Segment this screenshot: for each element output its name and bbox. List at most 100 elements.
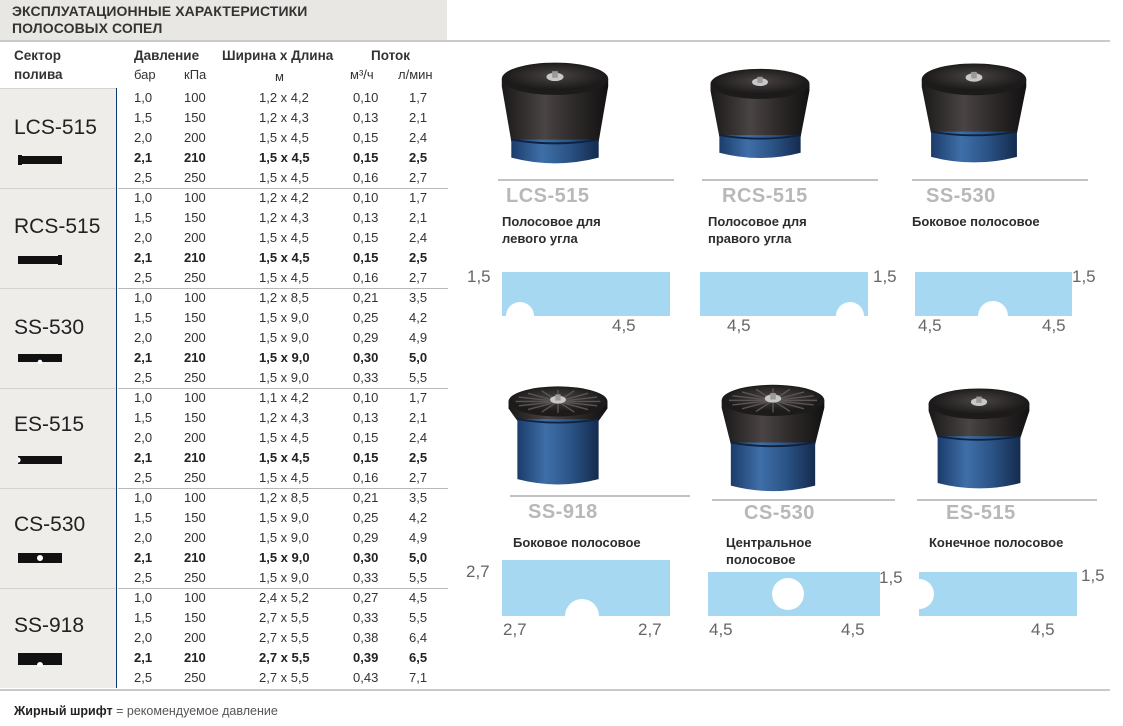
table-cell: 1,5 xyxy=(134,610,153,625)
footnote-text: = рекомендуемое давление xyxy=(112,704,278,718)
table-cell: 2,1 xyxy=(134,550,153,565)
product-rule xyxy=(712,499,895,501)
table-cell: 0,16 xyxy=(353,270,379,285)
product-name: LCS-515 xyxy=(506,185,590,207)
table-row: 1,5 150 1,2 x 4,3 0,13 2,1 xyxy=(118,108,448,128)
table-row: 1,5 150 1,5 x 9,0 0,25 4,2 xyxy=(118,308,448,328)
table-cell: 2,5 xyxy=(134,470,153,485)
table-row: 1,0 100 1,2 x 4,2 0,10 1,7 xyxy=(118,188,448,208)
header-sector: Сектор xyxy=(14,48,61,63)
table-cell: 0,10 xyxy=(353,390,379,405)
table-row: 2,0 200 1,5 x 4,5 0,15 2,4 xyxy=(118,428,448,448)
table-cell: 150 xyxy=(184,310,206,325)
table-cell: 1,7 xyxy=(409,190,428,205)
dimension-label: 1,5 xyxy=(879,568,903,587)
table-cell: 2,7 xyxy=(409,470,428,485)
table-cell: 1,5 x 4,5 xyxy=(259,150,310,165)
table-cell: 1,5 x 9,0 xyxy=(259,370,309,385)
table-row: 2,5 250 1,5 x 4,5 0,16 2,7 xyxy=(118,168,448,188)
table-cell: 1,0 xyxy=(134,590,153,605)
header-sector-2: полива xyxy=(14,67,63,82)
model-label: LCS-515 xyxy=(14,116,97,139)
table-cell: 250 xyxy=(184,570,206,585)
nozzle-image xyxy=(707,58,813,173)
table-cell: 5,5 xyxy=(409,570,428,585)
product-name: SS-918 xyxy=(528,501,598,523)
table-cell: 2,0 xyxy=(134,630,153,645)
table-row: 1,5 150 1,5 x 9,0 0,25 4,2 xyxy=(118,508,448,528)
header-lmin: л/мин xyxy=(398,67,433,82)
product-rule xyxy=(917,499,1097,501)
model-cell: ES-515 xyxy=(0,388,116,488)
model-cell: LCS-515 xyxy=(0,88,116,188)
table-cell: 1,2 x 4,3 xyxy=(259,210,309,225)
table-cell: 2,1 xyxy=(134,250,153,265)
table-row: 2,1 210 1,5 x 9,0 0,30 5,0 xyxy=(118,348,448,368)
spray-pattern-icon xyxy=(18,153,62,172)
table-cell: 1,1 x 4,2 xyxy=(259,390,309,405)
table-cell: 4,2 xyxy=(409,310,428,325)
table-cell: 1,7 xyxy=(409,390,428,405)
table-cell: 2,5 xyxy=(409,250,428,265)
spray-pattern-diagram xyxy=(708,572,880,621)
product-description: Полосовое для левого угла xyxy=(502,213,601,247)
table-cell: 0,25 xyxy=(353,310,379,325)
table-cell: 1,2 x 4,3 xyxy=(259,110,309,125)
table-row: 1,0 100 2,4 x 5,2 0,27 4,5 xyxy=(118,588,448,608)
table-cell: 1,5 xyxy=(134,510,153,525)
table-cell: 1,0 xyxy=(134,190,153,205)
header-pressure: Давление xyxy=(134,48,200,63)
table-cell: 100 xyxy=(184,590,206,605)
dimension-label: 4,5 xyxy=(1031,620,1055,639)
header-meters: м xyxy=(275,69,284,84)
table-cell: 2,1 xyxy=(409,210,428,225)
dimension-label: 4,5 xyxy=(1042,316,1066,335)
dimension-label: 4,5 xyxy=(727,316,751,335)
table-cell: 2,5 xyxy=(134,170,153,185)
table-cell: 2,1 xyxy=(134,150,153,165)
table-cell: 0,43 xyxy=(353,670,379,685)
table-cell: 5,0 xyxy=(409,550,428,565)
table-cell: 7,1 xyxy=(409,670,428,685)
table-cell: 0,15 xyxy=(353,430,379,445)
table-cell: 3,5 xyxy=(409,290,428,305)
table-row: 1,0 100 1,2 x 8,5 0,21 3,5 xyxy=(118,288,448,308)
group-separator xyxy=(118,388,448,389)
spray-pattern-diagram xyxy=(502,560,670,633)
table-cell: 2,7 x 5,5 xyxy=(259,670,309,685)
product-description-line: Боковое полосовое xyxy=(912,214,1040,229)
table-row: 1,0 100 1,1 x 4,2 0,10 1,7 xyxy=(118,388,448,408)
product-description-line: Боковое полосовое xyxy=(513,535,641,550)
header-bar: бар xyxy=(134,67,156,82)
table-cell: 200 xyxy=(184,530,206,545)
spray-pattern-icon xyxy=(18,253,62,272)
top-rule xyxy=(0,40,1110,42)
product-description-line: Полосовое для xyxy=(708,214,807,229)
table-cell: 2,1 xyxy=(409,410,428,425)
table-cell: 1,0 xyxy=(134,490,153,505)
table-cell: 1,5 x 4,5 xyxy=(259,250,310,265)
table-row: 1,5 150 2,7 x 5,5 0,33 5,5 xyxy=(118,608,448,628)
title-line-1: ЭКСПЛУАТАЦИОННЫЕ ХАРАКТЕРИСТИКИ xyxy=(12,3,308,19)
table-cell: 0,21 xyxy=(353,290,379,305)
table-cell: 2,1 xyxy=(409,110,428,125)
table-cell: 0,16 xyxy=(353,470,379,485)
spray-pattern-diagram xyxy=(700,272,868,330)
table-cell: 2,0 xyxy=(134,130,153,145)
table-cell: 2,7 x 5,5 xyxy=(259,650,310,665)
header-kpa: кПа xyxy=(184,67,207,82)
table-cell: 100 xyxy=(184,490,206,505)
nozzle-image xyxy=(505,375,611,500)
model-cell: CS-530 xyxy=(0,488,116,588)
table-row: 2,0 200 1,5 x 4,5 0,15 2,4 xyxy=(118,228,448,248)
table-cell: 2,1 xyxy=(134,350,153,365)
table-cell: 5,5 xyxy=(409,370,428,385)
table-cell: 0,25 xyxy=(353,510,379,525)
dimension-label: 4,5 xyxy=(709,620,733,639)
dimension-label: 1,5 xyxy=(1072,267,1096,286)
product-description-line: полосовое xyxy=(726,552,796,567)
spray-pattern-icon xyxy=(18,651,62,672)
product-name: RCS-515 xyxy=(722,185,808,207)
table-row: 2,1 210 2,7 x 5,5 0,39 6,5 xyxy=(118,648,448,668)
table-cell: 0,15 xyxy=(353,450,379,465)
